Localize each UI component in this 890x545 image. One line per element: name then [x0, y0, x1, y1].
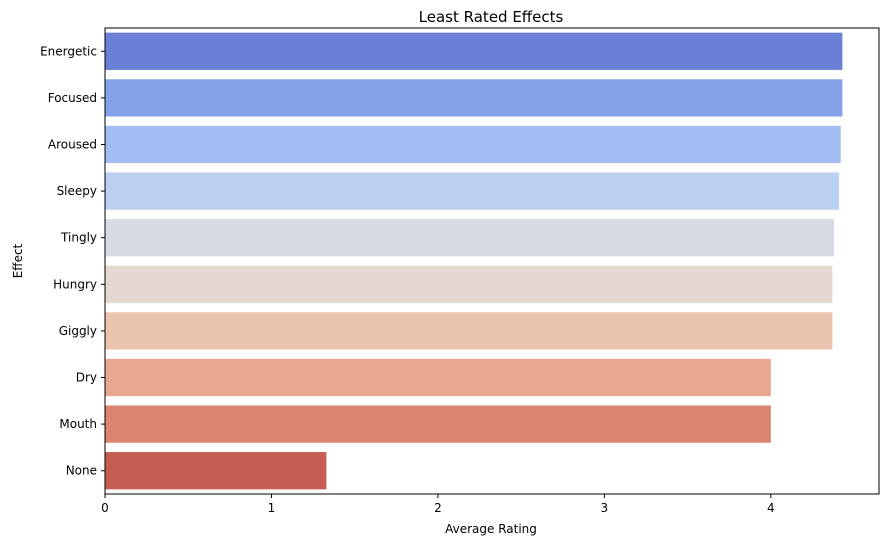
y-tick-label-hungry: Hungry: [53, 277, 97, 291]
y-tick-label-aroused: Aroused: [48, 138, 97, 152]
x-tick-group: 0 1 2 3 4: [101, 494, 775, 515]
y-tick-label-dry: Dry: [76, 371, 97, 385]
y-tick-label-giggly: Giggly: [59, 324, 97, 338]
y-tick-label-none: None: [66, 464, 97, 478]
bar-aroused: [105, 125, 841, 164]
x-tick-label-4: 4: [767, 501, 775, 515]
bar-giggly: [105, 312, 833, 350]
x-tick-label-1: 1: [268, 501, 276, 515]
bars-group: [105, 32, 843, 490]
y-tick-label-focused: Focused: [48, 91, 97, 105]
x-tick-label-0: 0: [101, 501, 109, 515]
bar-sleepy: [105, 172, 840, 210]
bar-focused: [105, 79, 843, 117]
x-tick-label-3: 3: [601, 501, 609, 515]
plot-frame: [104, 27, 880, 495]
bar-hungry: [105, 265, 833, 303]
y-tick-label-sleepy: Sleepy: [57, 184, 97, 198]
chart-title: Least Rated Effects: [419, 8, 564, 26]
y-tick-label-energetic: Energetic: [40, 44, 97, 58]
y-tick-group: Energetic Focused Aroused Sleepy Tingly Hungr…: [40, 44, 105, 478]
x-axis-label: Average Rating: [445, 522, 537, 536]
bar-energetic: [105, 32, 843, 70]
bar-mouth: [105, 405, 771, 443]
y-tick-label-tingly: Tingly: [60, 231, 97, 245]
y-axis-label: Effect: [11, 243, 25, 278]
bar-none: [105, 452, 327, 490]
y-tick-label-mouth: Mouth: [59, 417, 97, 431]
bar-tingly: [105, 219, 835, 257]
x-tick-label-2: 2: [434, 501, 442, 515]
bar-dry: [105, 358, 771, 397]
